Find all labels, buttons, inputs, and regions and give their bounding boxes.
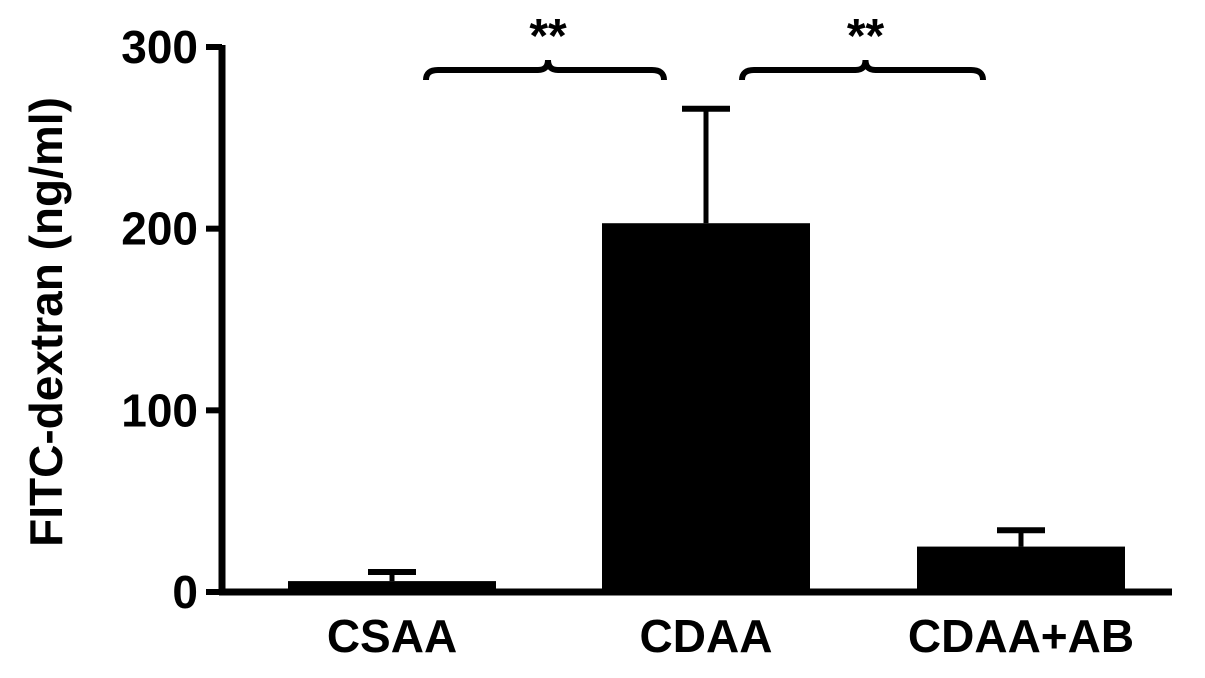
y-axis-label: FITC-dextran (ng/ml) [20, 97, 72, 547]
significance-bracket [739, 59, 986, 81]
bar [602, 223, 810, 592]
y-tick-label: 300 [121, 21, 198, 73]
significance-bracket [423, 59, 667, 81]
significance-label: ** [529, 10, 567, 63]
significance-label: ** [847, 10, 885, 63]
bar [288, 581, 496, 592]
y-tick-label: 0 [172, 566, 198, 618]
bar [917, 546, 1125, 592]
x-tick-label: CDAA [640, 610, 773, 662]
y-tick-label: 200 [121, 203, 198, 255]
x-tick-label: CDAA+AB [908, 610, 1134, 662]
y-tick-label: 100 [121, 384, 198, 436]
x-tick-label: CSAA [327, 610, 457, 662]
